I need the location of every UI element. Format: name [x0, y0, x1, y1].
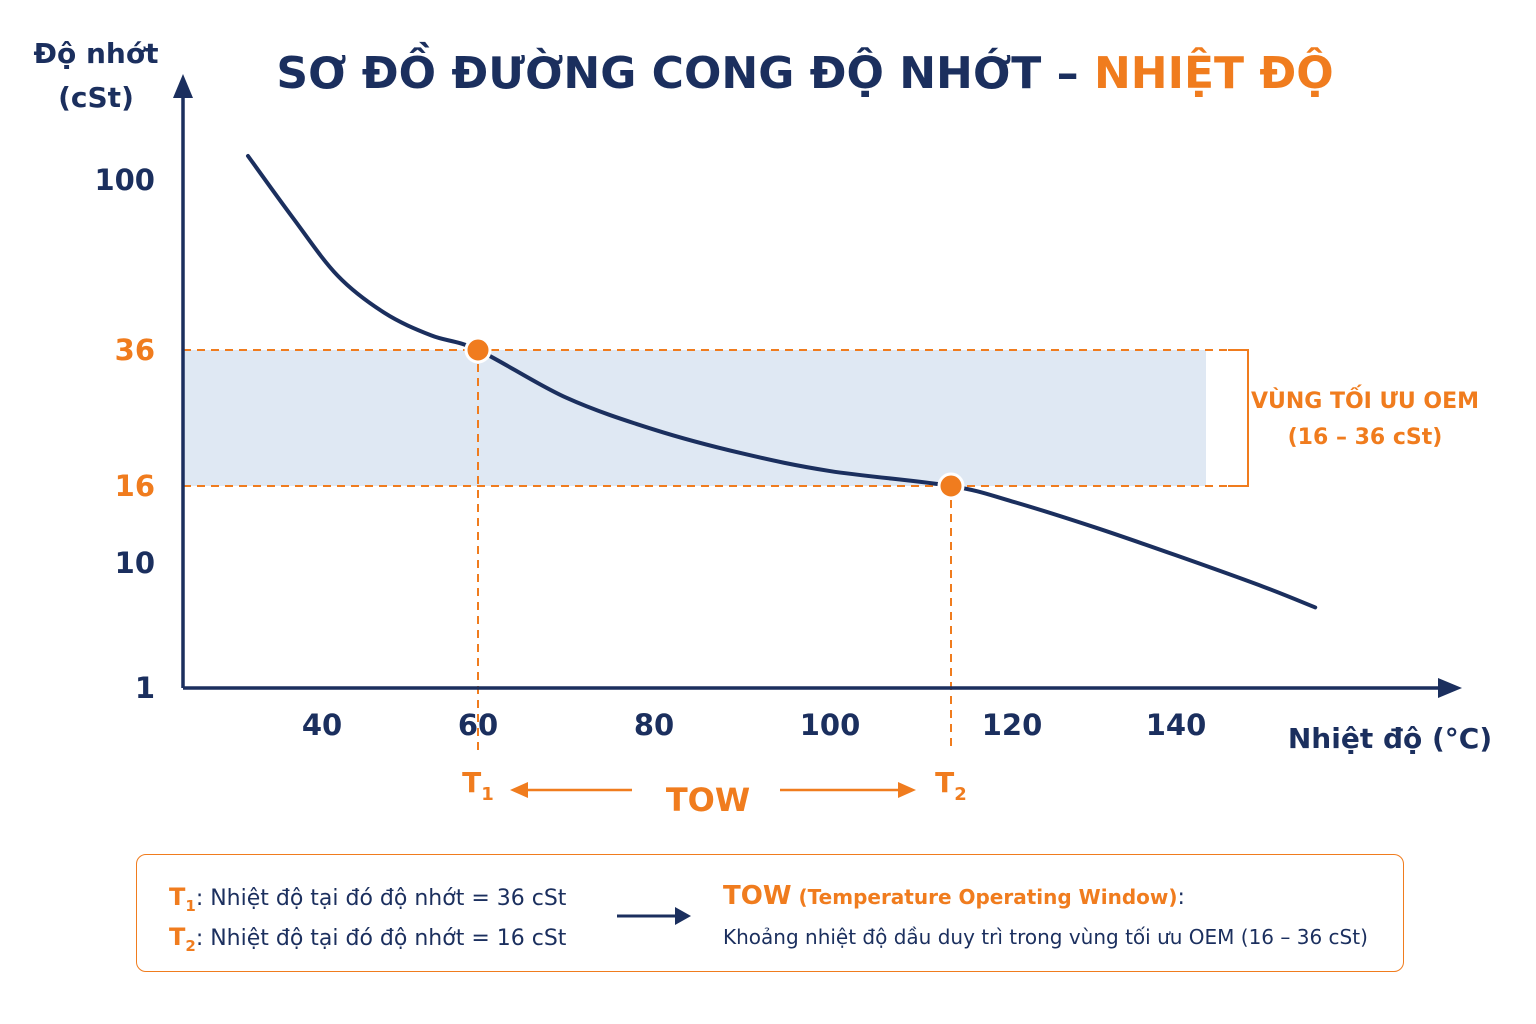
x-tick-40: 40 — [302, 708, 342, 742]
y-tick-1: 1 — [135, 671, 155, 705]
viscosity-curve — [246, 154, 1318, 610]
chart-title-highlight: NHIỆT ĐỘ — [1094, 46, 1334, 99]
chart-title-main: SƠ ĐỒ ĐƯỜNG CONG ĐỘ NHỚT – — [276, 41, 1094, 99]
y-axis-label-line-1: Độ nhớt — [34, 37, 159, 70]
band-label-line-1: VÙNG TỐI ƯU OEM — [1251, 385, 1479, 414]
y-tick-16: 16 — [115, 469, 155, 503]
y-tick-36: 36 — [115, 333, 155, 367]
legend-t1: T1: Nhiệt độ tại đó độ nhớt = 36 cSt — [169, 883, 566, 915]
legend-tow-title: TOW — [723, 881, 792, 911]
x-tick-80: 80 — [634, 708, 674, 742]
y-tick-100: 100 — [94, 163, 155, 197]
legend-tow-heading: TOW (Temperature Operating Window): — [723, 881, 1185, 911]
y-axis-label-line-2: (cSt) — [58, 81, 134, 114]
legend-tow-colon: : — [1177, 885, 1185, 910]
legend-arrow-icon — [617, 907, 691, 925]
x-axis-label: Nhiệt độ (°C) — [1288, 722, 1492, 755]
band-label-line-2: (16 – 36 cSt) — [1288, 425, 1443, 450]
y-axis-arrowhead — [173, 74, 193, 98]
legend-t2-text: : Nhiệt độ tại đó độ nhớt = 16 cSt — [195, 926, 567, 951]
x-tick-140: 140 — [1146, 708, 1207, 742]
legend-t1-text: : Nhiệt độ tại đó độ nhớt = 36 cSt — [195, 886, 567, 911]
marker-label-1: T1 — [462, 766, 494, 805]
legend-t1-symbol: T1 — [169, 883, 196, 915]
band-bracket — [1228, 349, 1249, 487]
marker-point-2 — [937, 472, 965, 500]
marker-point-1 — [464, 336, 492, 364]
legend-tow-fullname: (Temperature Operating Window) — [798, 885, 1178, 909]
viscosity-chart: SƠ ĐỒ ĐƯỜNG CONG ĐỘ NHỚT – NHIỆT ĐỘ VÙNG… — [34, 37, 1493, 819]
marker-label-2: T2 — [935, 766, 967, 805]
legend-tow-description: Khoảng nhiệt độ dầu duy trì trong vùng t… — [723, 925, 1368, 949]
x-tick-120: 120 — [982, 708, 1043, 742]
legend-t2-symbol: T2 — [169, 923, 196, 955]
y-tick-10: 10 — [115, 546, 155, 580]
tow-arrow-right-head — [898, 782, 916, 798]
chart-title: SƠ ĐỒ ĐƯỜNG CONG ĐỘ NHỚT – NHIỆT ĐỘ — [276, 41, 1333, 99]
legend-box: T1: Nhiệt độ tại đó độ nhớt = 36 cSt T2:… — [136, 854, 1404, 972]
tow-arrow-left-head — [510, 782, 528, 798]
legend-t2: T2: Nhiệt độ tại đó độ nhớt = 16 cSt — [169, 923, 566, 955]
optimum-band — [183, 350, 1206, 486]
x-tick-60: 60 — [458, 708, 498, 742]
x-axis-arrowhead — [1438, 678, 1462, 698]
x-tick-100: 100 — [800, 708, 861, 742]
tow-label: TOW — [666, 781, 750, 819]
